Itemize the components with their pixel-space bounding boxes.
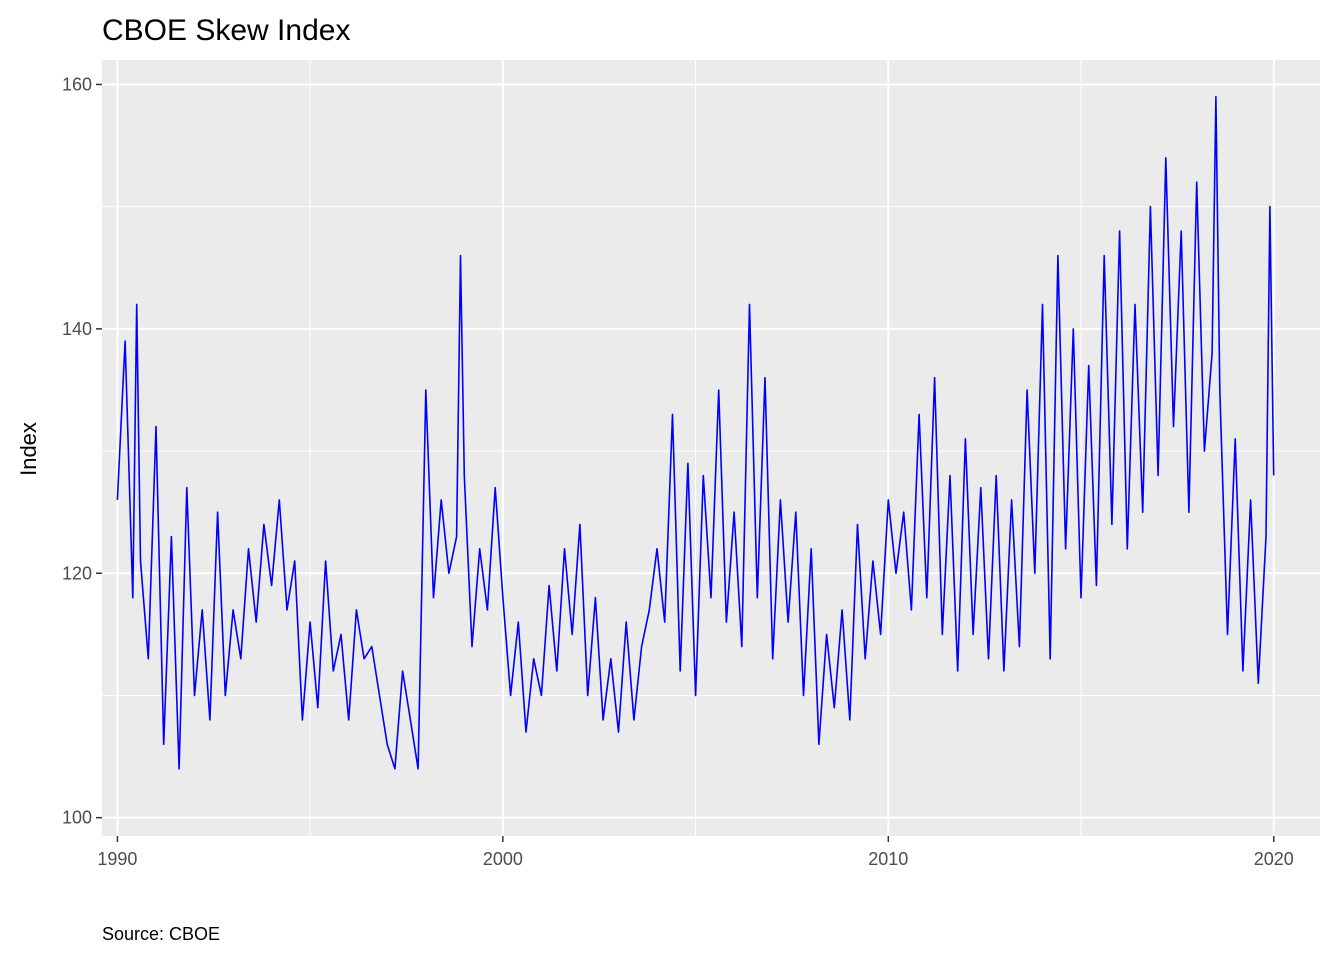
chart-caption: Source: CBOE bbox=[102, 924, 220, 944]
y-tick-label: 100 bbox=[62, 808, 92, 828]
x-tick-label: 1990 bbox=[97, 849, 137, 869]
axis-ticks bbox=[96, 83, 1275, 842]
y-tick-label: 120 bbox=[62, 563, 92, 583]
y-tick-label: 140 bbox=[62, 319, 92, 339]
y-axis-title: Index bbox=[16, 422, 41, 476]
x-tick-label: 2010 bbox=[868, 849, 908, 869]
x-tick-label: 2000 bbox=[483, 849, 523, 869]
x-tick-label: 2020 bbox=[1254, 849, 1294, 869]
chart-title: CBOE Skew Index bbox=[102, 14, 350, 47]
y-tick-label: 160 bbox=[62, 74, 92, 94]
tick-labels: 1990 2000 2010 2020 100 120 140 160 bbox=[62, 74, 1294, 869]
plot-panel bbox=[102, 60, 1320, 836]
series-line bbox=[116, 95, 1275, 770]
series-layer bbox=[116, 95, 1275, 770]
